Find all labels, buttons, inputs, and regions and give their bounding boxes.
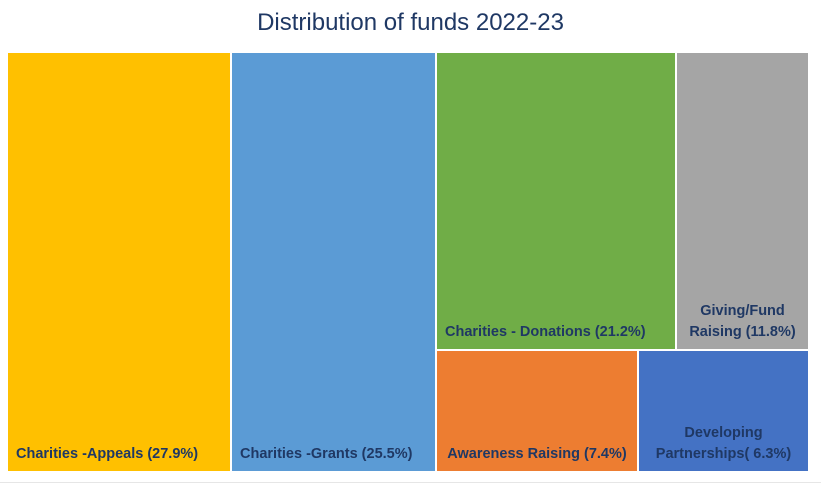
tile-charities-donations: Charities - Donations (21.2%) <box>437 53 677 351</box>
tile-charities-appeals: Charities -Appeals (27.9%) <box>8 53 232 473</box>
tile-awareness-raising: Awareness Raising (7.4%) <box>437 351 639 473</box>
tile-charities-grants: Charities -Grants (25.5%) <box>232 53 437 473</box>
tile-developing-partnerships: Developing Partnerships( 6.3%) <box>639 351 810 473</box>
tile-label-giving-fund-raising: Giving/Fund Raising (11.8%) <box>689 303 796 340</box>
tile-label-charities-grants: Charities -Grants (25.5%) <box>240 446 413 462</box>
tile-label-charities-donations: Charities - Donations (21.2%) <box>445 324 646 340</box>
tile-label-charities-appeals: Charities -Appeals (27.9%) <box>16 446 199 462</box>
tile-label-developing-partnerships: Developing Partnerships( 6.3%) <box>655 425 792 462</box>
chart-title: Distribution of funds 2022-23 <box>257 9 564 36</box>
tile-label-awareness-raising: Awareness Raising (7.4%) <box>447 446 627 462</box>
treemap: Charities -Appeals (27.9%) Charities -Gr… <box>8 53 810 473</box>
tile-giving-fund-raising: Giving/Fund Raising (11.8%) <box>677 53 810 351</box>
chart-bottom-divider <box>0 482 821 483</box>
